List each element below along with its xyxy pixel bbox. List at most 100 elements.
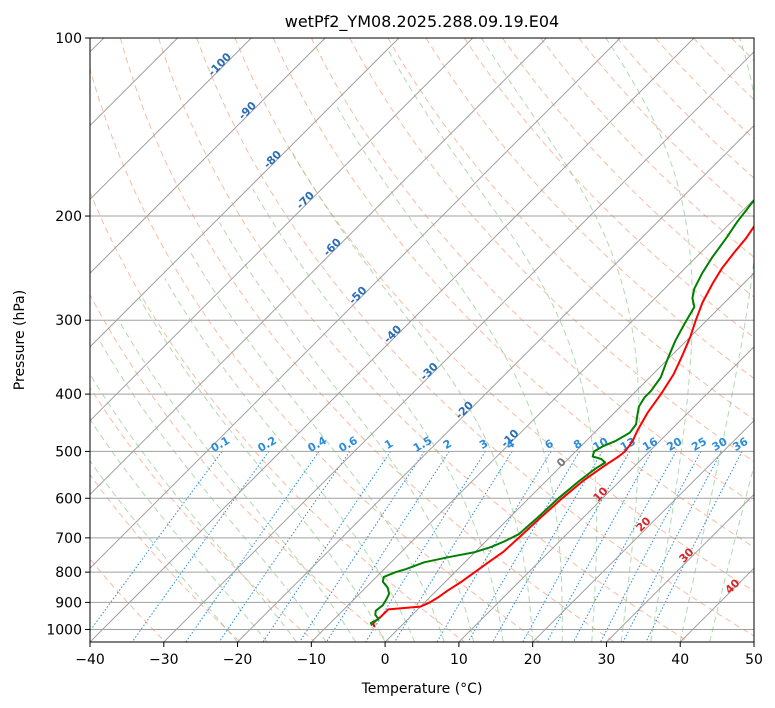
moist-adiabat-label: 0: [554, 455, 569, 470]
moist-adiabat-line: [387, 50, 598, 642]
mixing-ratio-line: [218, 451, 351, 642]
y-tick-label: 400: [55, 387, 82, 403]
y-tick-label: 900: [55, 595, 82, 611]
isotherm-line: [679, 567, 754, 642]
y-tick-label: 600: [55, 491, 82, 507]
isotherm-line: [532, 419, 754, 642]
isotherm-label: -70: [294, 189, 317, 212]
dry-adiabat-line: [693, 38, 754, 101]
chart-title: wetPf2_YM08.2025.288.09.19.E04: [285, 12, 559, 32]
y-tick-label: 500: [55, 444, 82, 460]
mixing-ratio-line: [185, 451, 320, 642]
dry-adiabat-line: [90, 558, 166, 642]
moist-adiabat-line: [218, 222, 475, 642]
isotherm-line: [90, 38, 400, 348]
isotherm-label: -100: [205, 50, 234, 79]
isotherm-line: [310, 198, 754, 642]
moist-adiabat-line: [252, 188, 504, 642]
y-axis-label: Pressure (hPa): [12, 290, 28, 390]
dry-adiabat-line: [272, 38, 754, 548]
isotherm-label: -20: [453, 398, 476, 421]
dry-adiabat-line: [654, 38, 754, 140]
isotherm-line: [90, 38, 252, 201]
y-tick-label: 700: [55, 531, 82, 547]
moist-adiabat-line: [480, 38, 640, 642]
moist-adiabat-line: [90, 418, 268, 642]
y-tick-label: 800: [55, 565, 82, 581]
dry-adiabat-line: [310, 38, 754, 505]
axis-layer: −40 −30 −20 −10 0 10 20 30 40 5010020030040050060…: [46, 31, 763, 668]
isotherm-label: -50: [346, 284, 369, 307]
moist-adiabat-line: [189, 251, 445, 642]
y-tick-label: 100: [55, 31, 82, 47]
x-tick-label: 10: [450, 652, 468, 668]
isotherm-label: -90: [236, 99, 259, 122]
dry-adiabat-line: [463, 38, 754, 339]
mixing-ratio-label: 1: [382, 437, 395, 452]
isotherm-line: [163, 51, 754, 642]
moist-adiabat-line: [90, 373, 297, 642]
x-tick-label: 20: [524, 652, 542, 668]
dry-adiabat-line: [90, 67, 540, 642]
dry-adiabat-line: [387, 38, 754, 421]
moist-adiabat-label: 20: [634, 514, 654, 534]
x-tick-label: 50: [745, 652, 763, 668]
dry-adiabat-line: [90, 191, 465, 642]
isotherm-line: [90, 38, 474, 422]
moist-adiabat-label: 10: [591, 484, 611, 504]
x-tick-label: 30: [598, 652, 616, 668]
mixing-ratio-line: [546, 451, 653, 642]
isotherm-line: [90, 38, 326, 274]
y-tick-label: 300: [55, 313, 82, 329]
moist-adiabat-line: [138, 297, 386, 642]
mixing-ratio-label: 6: [543, 437, 556, 452]
moist-adiabat-line: [99, 340, 327, 642]
isotherm-line: [237, 124, 754, 642]
background-lines: [90, 38, 754, 642]
mixing-ratio-line: [365, 451, 486, 642]
moist-adiabat-line: [605, 38, 694, 642]
moist-adiabat-line: [164, 278, 416, 642]
moist-adiabat-line: [335, 105, 563, 642]
moist-adiabat-label: 40: [723, 576, 743, 596]
mixing-ratio-line: [600, 451, 702, 642]
isotherm-label: -60: [321, 235, 344, 258]
mixing-ratio-line: [622, 451, 722, 642]
plot-frame: [89, 37, 755, 643]
mixing-ratio-label: 2: [441, 437, 454, 452]
x-axis-label: Temperature (°C): [361, 681, 483, 697]
dry-adiabat-line: [119, 38, 615, 642]
x-tick-label: −40: [75, 652, 105, 668]
moist-adiabat-line: [90, 460, 238, 642]
moist-adiabat-label: 30: [677, 545, 697, 565]
moist-adiabat-line: [679, 38, 754, 642]
mixing-ratio-line: [325, 451, 450, 642]
moist-adiabat-line: [290, 150, 534, 642]
moist-adiabat-line: [118, 319, 357, 642]
isotherm-line: [384, 272, 754, 642]
mixing-ratio-line: [90, 451, 223, 632]
dry-adiabat-line: [90, 386, 316, 642]
mixing-ratio-line: [299, 451, 425, 642]
moist-adiabat-line: [709, 463, 754, 642]
x-tick-label: −30: [149, 652, 179, 668]
isotherm-line: [90, 38, 547, 496]
isotherm-label: -40: [381, 322, 404, 345]
y-tick-label: 1000: [46, 622, 82, 638]
mixing-ratio-line: [522, 451, 631, 642]
dry-adiabat-line: [158, 38, 690, 642]
dry-adiabat-line: [90, 293, 391, 642]
isotherm-line: [458, 346, 754, 642]
y-tick-label: 200: [55, 209, 82, 225]
dry-adiabat-line: [90, 473, 241, 642]
dry-adiabat-line: [349, 38, 754, 463]
mixing-ratio-line: [573, 451, 677, 642]
dry-adiabat-line: [425, 38, 754, 380]
series-layer: [369, 199, 754, 628]
x-tick-label: −10: [297, 652, 327, 668]
temperature-profile-line: [372, 224, 754, 628]
isotherm-line: [606, 493, 754, 642]
x-tick-label: 40: [671, 652, 689, 668]
x-tick-label: 0: [381, 652, 390, 668]
dry-adiabat-line: [731, 38, 754, 62]
